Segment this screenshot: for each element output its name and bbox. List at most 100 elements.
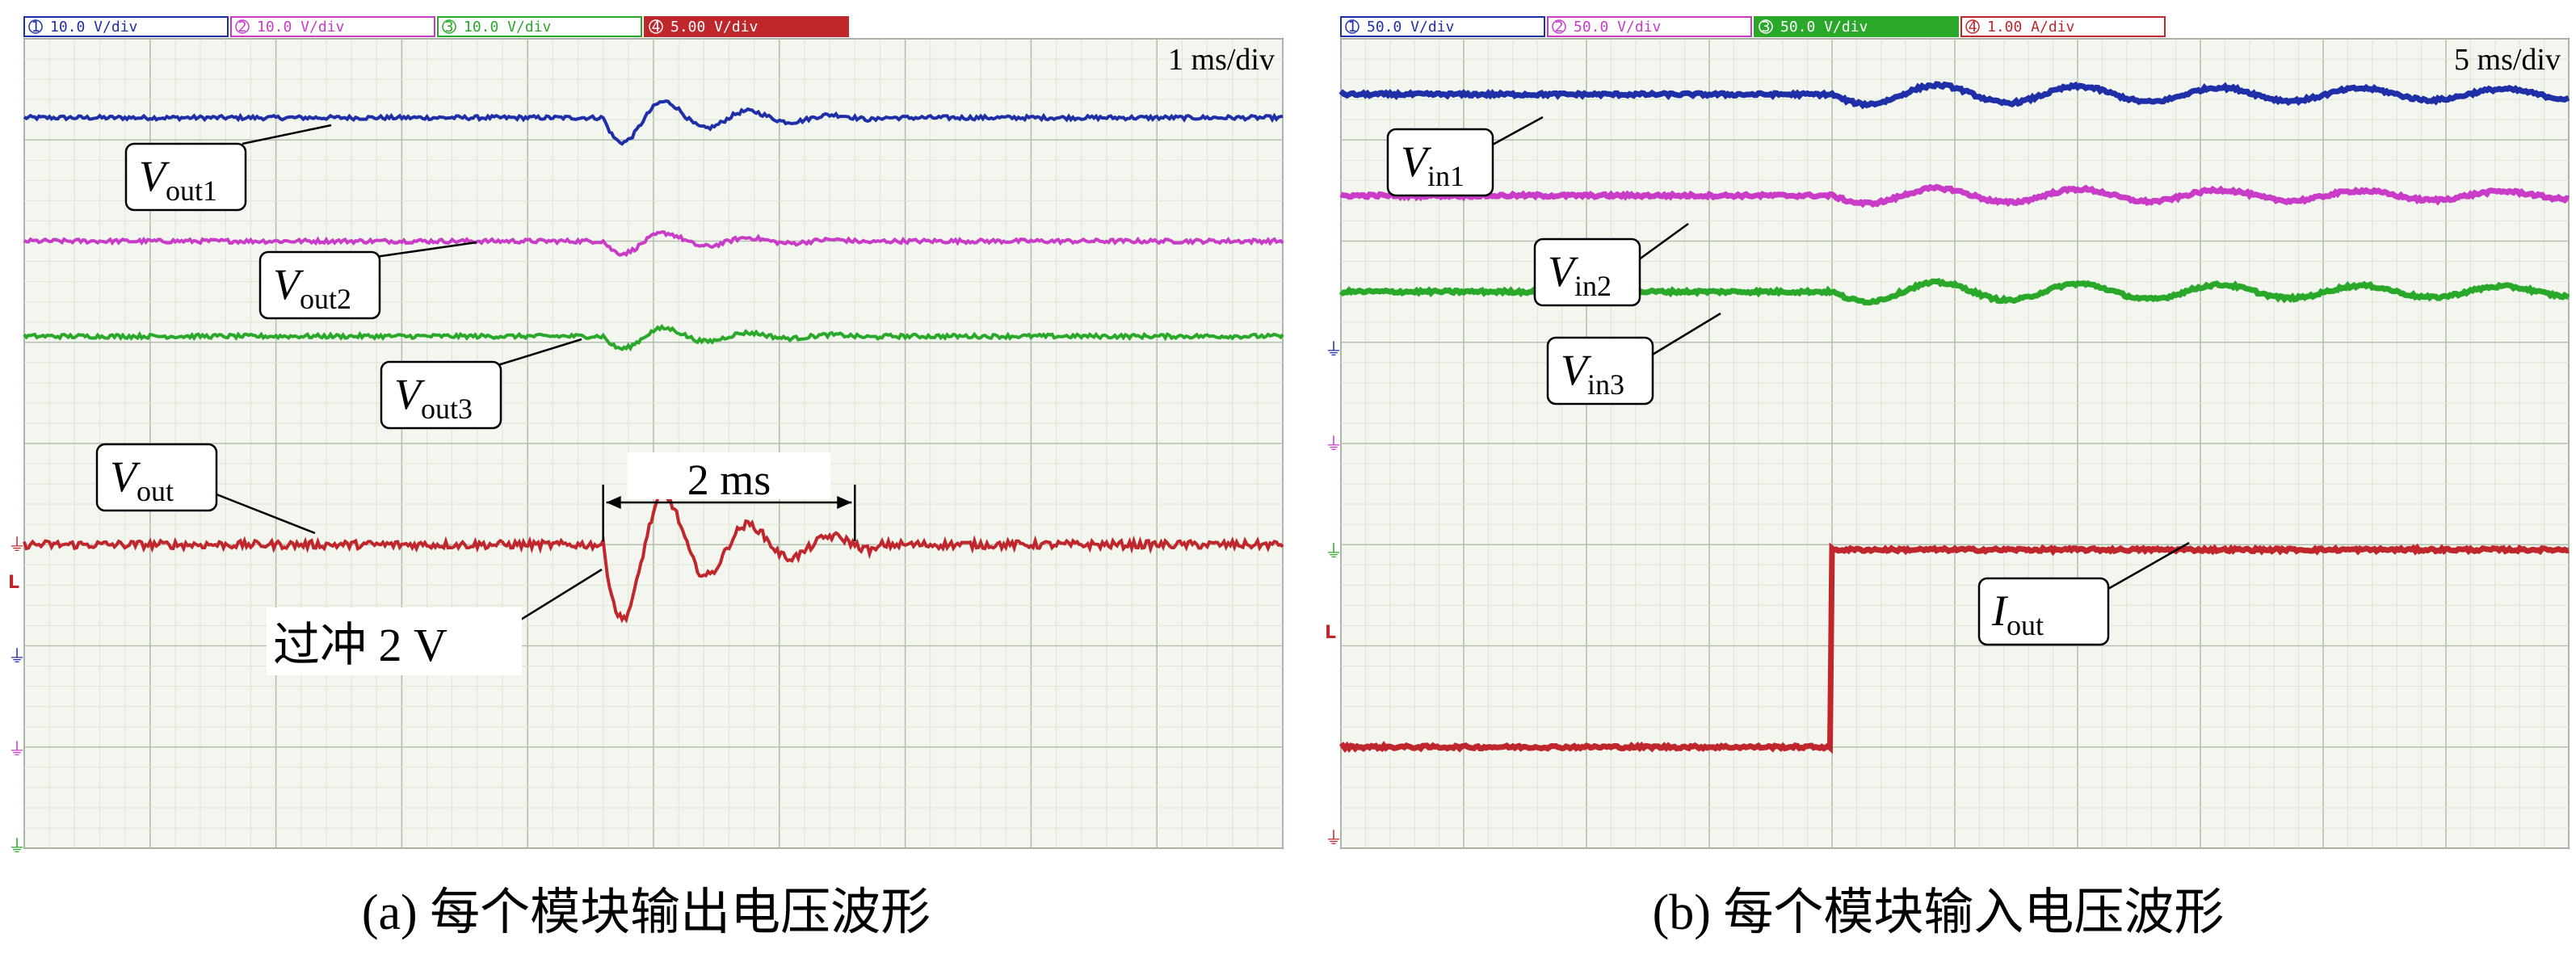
leader-line [1650, 312, 1721, 357]
label-box [258, 250, 381, 320]
label-main: V [394, 370, 426, 418]
label-box [95, 443, 218, 512]
grid [1340, 38, 2570, 849]
label-sub: out [137, 475, 174, 507]
label-box [124, 142, 247, 212]
label-main: V [1561, 346, 1592, 394]
channel-id: 2 [238, 19, 247, 36]
channel-box-1: 1 10.0 V/div [23, 16, 229, 37]
ground-marker-2: ⏚ [1325, 435, 1343, 455]
label-sub: in2 [1574, 270, 1612, 302]
label-text: Vout3 [394, 370, 473, 425]
series-label-vout2: Vout2 [258, 241, 477, 320]
channel-id: 2 [1555, 19, 1564, 36]
channel-number-badge [1759, 19, 1773, 34]
leader-line [1490, 116, 1544, 147]
overshoot-label: 过冲 2 V [273, 619, 448, 671]
label-main: V [1401, 137, 1432, 186]
ground-marker-3: ⏚ [1325, 542, 1343, 562]
scope-a: 1 10.0 V/div 2 10.0 V/div 3 10.0 V/div 4 5.00 V… [8, 16, 1284, 857]
channel-box-3: 3 10.0 V/div [437, 16, 642, 37]
channel-number-badge [1965, 19, 1980, 34]
channel-number-badge [1345, 19, 1359, 34]
channel-scale: 10.0 V/div [257, 19, 344, 36]
trace-iout [1338, 542, 2570, 754]
label-box [1386, 128, 1494, 197]
leader-line [1637, 222, 1689, 262]
label-text: Vin1 [1401, 137, 1464, 192]
overshoot-label-bg [267, 607, 522, 675]
channel-scale: 10.0 V/div [464, 19, 551, 36]
span-arrow-head-left [606, 496, 621, 509]
trace-vin1 [1338, 81, 2570, 110]
label-sub: out1 [166, 174, 217, 207]
channel-id: 4 [652, 19, 661, 36]
label-sub: in3 [1587, 368, 1624, 401]
scope-b: 1 50.0 V/div 2 50.0 V/div 3 50.0 V/div 4 1.00 A… [1325, 16, 2570, 849]
overshoot-leader [516, 568, 603, 624]
label-main: V [110, 452, 141, 501]
overshoot-annotation: 过冲 2 V [267, 568, 603, 675]
panel-b: 1 50.0 V/div 2 50.0 V/div 3 50.0 V/div 4 1.00 A… [1301, 0, 2576, 954]
label-text: Vout2 [273, 260, 351, 315]
channel-box-3: 3 50.0 V/div [1754, 16, 1959, 37]
span-label: 2 ms [687, 456, 771, 504]
channel-box-frame [23, 16, 229, 37]
label-text: Vin2 [1548, 247, 1612, 302]
label-main: V [139, 152, 170, 200]
channel-box-frame [1547, 16, 1752, 37]
channel-box-2: 2 10.0 V/div [230, 16, 435, 37]
trigger-marker: L [8, 573, 19, 593]
label-sub: out3 [421, 393, 473, 425]
channel-number-badge [235, 19, 250, 34]
channel-id: 4 [1969, 19, 1977, 36]
channel-box-4: 4 5.00 V/div [644, 16, 849, 37]
timebase-label: 5 ms/div [2454, 43, 2561, 77]
channel-number-badge [28, 19, 43, 34]
label-main: V [1548, 247, 1579, 296]
label-box [1533, 237, 1641, 307]
channel-box-frame [230, 16, 435, 37]
channel-box-frame [644, 16, 849, 37]
channel-box-4: 4 1.00 A/div [1960, 16, 2166, 37]
trace-vout2 [23, 230, 1284, 258]
channel-box-frame [1754, 16, 1959, 37]
channel-scale: 5.00 V/div [670, 19, 758, 36]
ground-marker-2: ⏚ [8, 740, 26, 760]
label-main: V [273, 260, 305, 309]
channel-id: 3 [445, 19, 454, 36]
label-sub: out [2007, 609, 2044, 641]
label-sub: out2 [300, 283, 351, 315]
leader-line [216, 493, 316, 535]
series-label-vout3: Vout3 [380, 338, 582, 430]
leader-line [375, 241, 477, 258]
span-arrow-head-right [837, 496, 852, 509]
series-label-vout1: Vout1 [124, 124, 332, 212]
label-main: I [1991, 586, 2009, 635]
label-text: Iout [1991, 586, 2044, 641]
timebase-label: 1 ms/div [1168, 43, 1275, 77]
trace-vout [23, 493, 1284, 624]
label-box [380, 360, 502, 430]
ground-marker-3: ⏚ [8, 837, 26, 857]
channel-scale: 1.00 A/div [1987, 19, 2074, 36]
channel-box-2: 2 50.0 V/div [1547, 16, 1752, 37]
series-label-vout: Vout [95, 443, 316, 535]
channel-number-badge [649, 19, 663, 34]
channel-scale: 50.0 V/div [1780, 19, 1868, 36]
leader-line [242, 124, 332, 145]
trigger-marker: L [1325, 623, 1336, 643]
trace-vin2 [1339, 183, 2570, 208]
span-annotation: 2 ms [602, 452, 856, 541]
channel-scale: 10.0 V/div [50, 19, 137, 36]
trace-vout1 [23, 99, 1284, 146]
label-sub: in1 [1427, 160, 1464, 192]
channel-id: 3 [1762, 19, 1771, 36]
caption-b: (b) 每个模块输入电压波形 [1652, 885, 2225, 940]
leader-line [2106, 541, 2190, 591]
channel-box-1: 1 50.0 V/div [1340, 16, 1545, 37]
ground-marker-1: ⏚ [1325, 340, 1343, 360]
label-box [1546, 336, 1654, 406]
series-label-vin2: Vin2 [1533, 222, 1689, 307]
ground-marker-1: ⏚ [8, 647, 26, 667]
